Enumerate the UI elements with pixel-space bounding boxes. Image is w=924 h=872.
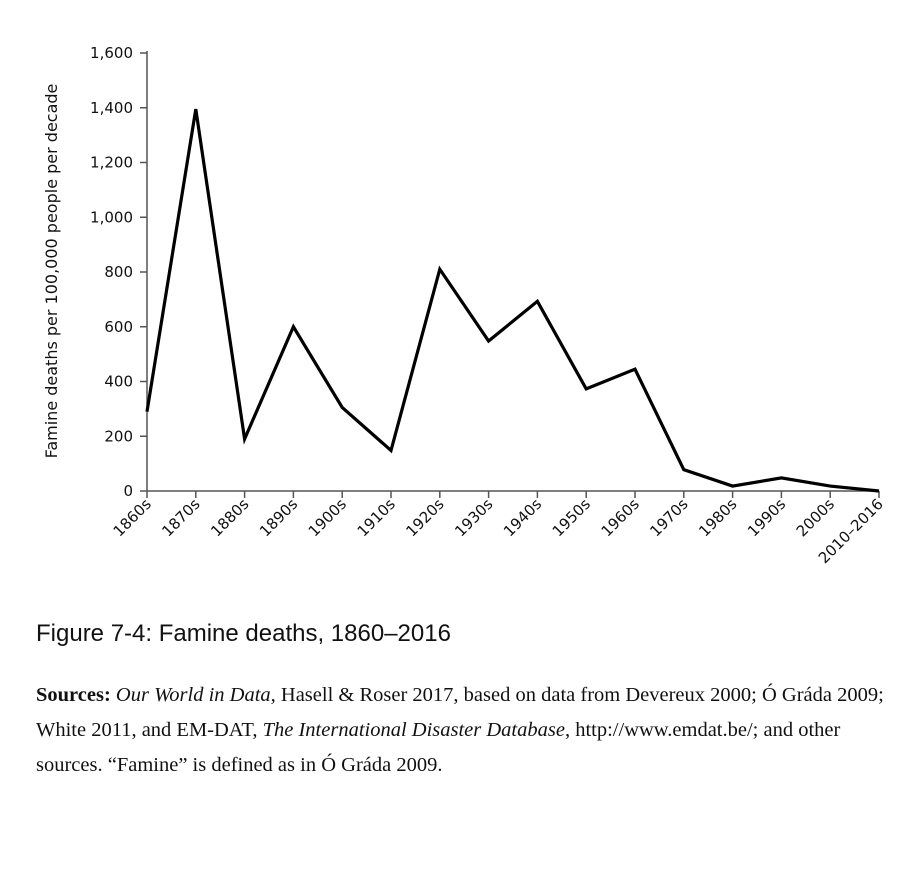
y-tick-label: 1,000 (90, 208, 133, 226)
x-tick-label: 1880s (207, 495, 252, 540)
x-tick-label: 1990s (744, 495, 789, 540)
x-tick-label: 1950s (549, 495, 594, 540)
x-tick-label: 1870s (158, 495, 203, 540)
series-layer (145, 108, 880, 493)
sources-label: Sources: (36, 684, 111, 706)
sources-text-2: , http://www.emdat.be/; and other source… (36, 719, 841, 776)
y-tick-label: 1,600 (90, 44, 133, 62)
x-tick-label: 1940s (500, 495, 545, 540)
x-tick-label: 1890s (256, 495, 301, 540)
y-tick-label: 800 (104, 263, 133, 281)
x-tick-label: 1920s (402, 495, 447, 540)
y-tick-label: 1,400 (90, 99, 133, 117)
x-tick-label: 1910s (354, 495, 399, 540)
y-axis-label: Famine deaths per 100,000 people per dec… (42, 84, 61, 459)
x-tick-label: 1900s (305, 495, 350, 540)
series-line (145, 108, 880, 493)
y-tick-label: 200 (104, 427, 133, 445)
x-tick-label: 2000s (793, 495, 838, 540)
y-tick-label: 600 (104, 318, 133, 336)
x-axis: 1860s 1870s 1880s 1890s 1900s 1910s 1920s 1930s… (110, 490, 887, 567)
sources-emdat: The International Disaster Data­base (262, 719, 565, 741)
x-tick-label: 1980s (695, 495, 740, 540)
sources-note: Sources: Our World in Data, Hasell & Ros… (36, 678, 888, 783)
y-tick-label: 0 (123, 482, 133, 500)
x-tick-label: 1970s (646, 495, 691, 540)
figure-caption: Figure 7-4: Famine deaths, 1860–2016 (36, 620, 451, 647)
sources-owid: Our World in Data, (115, 684, 276, 706)
x-tick-label: 1860s (110, 495, 155, 540)
y-axis: 0 200 400 600 800 1,000 1,200 1,400 1,600 (90, 44, 148, 500)
y-tick-label: 400 (104, 373, 133, 391)
x-tick-label: 1930s (451, 495, 496, 540)
x-tick-label: 1960s (598, 495, 643, 540)
y-tick-label: 1,200 (90, 154, 133, 172)
sources-text-1: Hasell & Roser 2017, based on data from … (36, 684, 884, 741)
